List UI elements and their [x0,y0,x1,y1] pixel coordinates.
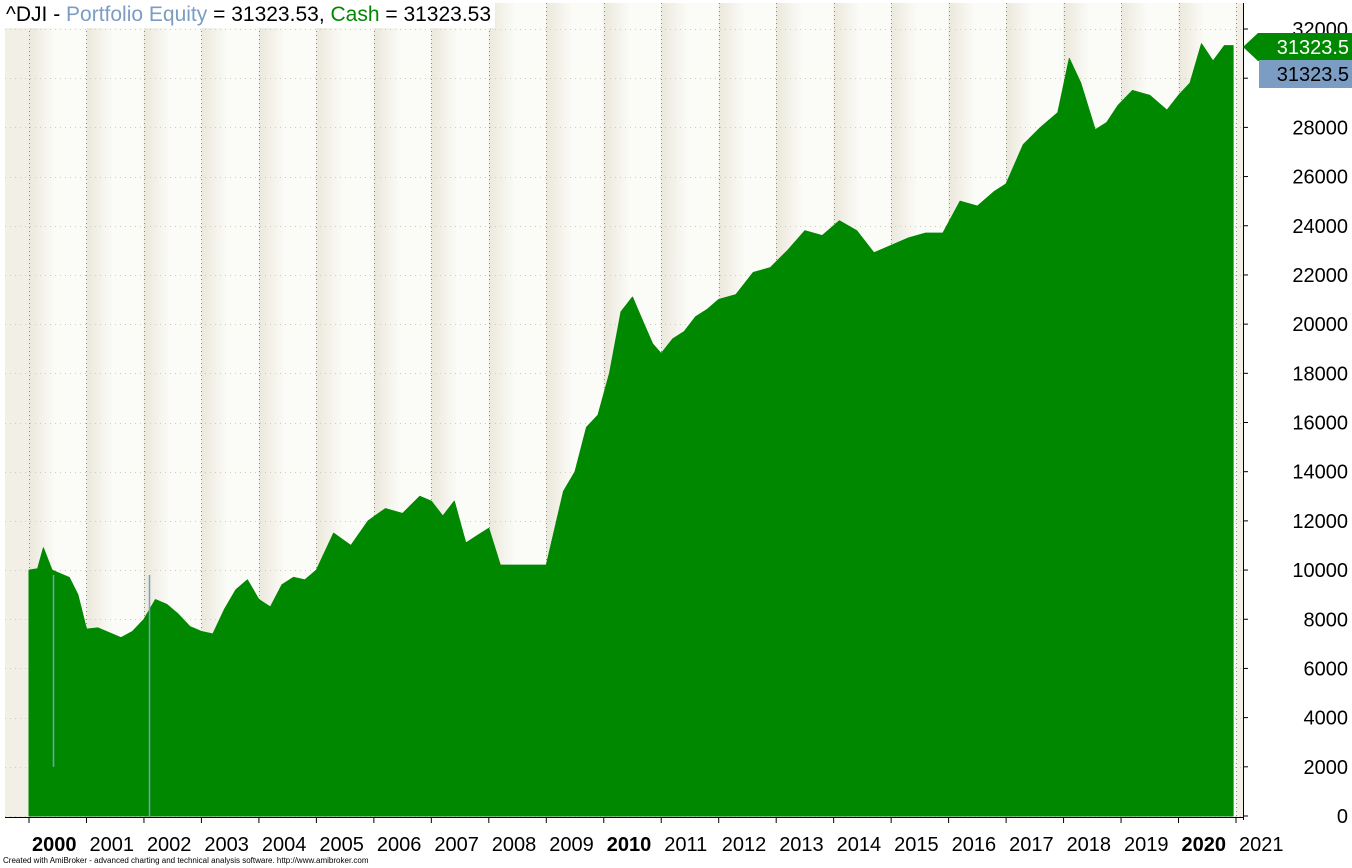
plot-frame [5,3,1244,820]
cash-last-value-tag [1243,33,1352,61]
xtick-label-2018: 2018 [1067,834,1112,856]
equity-last-value-tag [1259,60,1352,88]
title-separator: - [47,3,67,26]
xtick-label-2003: 2003 [204,834,249,856]
ytick-label-6000: 6000 [1304,658,1349,680]
equity-last-value-text: 31323.5 [1277,64,1349,86]
ytick-label-14000: 14000 [1292,462,1348,484]
cash-label: Cash [330,3,380,26]
ytick-label-20000: 20000 [1292,314,1348,336]
xtick-label-2019: 2019 [1124,834,1169,856]
xtick-label-2006: 2006 [377,834,422,856]
xtick-label-2020: 2020 [1182,834,1227,856]
title-comma: , [318,3,331,26]
xtick-label-2000: 2000 [32,834,77,856]
cash-last-value-text: 31323.5 [1277,37,1349,59]
ytick-label-12000: 12000 [1292,511,1348,533]
ytick-label-16000: 16000 [1292,413,1348,435]
symbol-text: ^DJI [6,3,48,26]
ytick-label-18000: 18000 [1292,363,1348,385]
credit-footer: Created with AmiBroker - advanced charti… [3,856,369,865]
cash-area [28,43,1234,817]
xtick-label-2005: 2005 [319,834,364,856]
chart-title: ^DJI - Portfolio Equity = 31323.53, Cash… [4,2,496,28]
xtick-label-2011: 2011 [664,834,707,856]
portfolio-equity-value: 31323.53 [231,3,319,26]
ytick-label-2000: 2000 [1304,757,1349,779]
last-value-labels: 31323.5 31323.5 [1243,33,1352,88]
ytick-label-8000: 8000 [1304,609,1349,631]
ytick-label-28000: 28000 [1292,117,1348,139]
ytick-label-4000: 4000 [1304,708,1349,730]
x-axis: 2000 2001 2002 2003 2004 2005 2006 2007 2008 2009… [28,817,1284,856]
xtick-label-2021: 2021 [1239,834,1284,856]
xtick-label-2013: 2013 [779,834,824,856]
xtick-label-2015: 2015 [894,834,939,856]
cash-value: 31323.53 [403,3,492,26]
ytick-label-22000: 22000 [1292,265,1348,287]
xtick-label-2007: 2007 [434,834,479,856]
cash-area-plot [28,43,1234,817]
ytick-label-0: 0 [1337,806,1348,828]
xtick-label-2008: 2008 [492,834,537,856]
xtick-label-2001: 2001 [89,834,134,856]
ytick-label-24000: 24000 [1292,216,1348,238]
xtick-label-2014: 2014 [837,834,882,856]
ytick-label-10000: 10000 [1292,560,1348,582]
xtick-label-2009: 2009 [549,834,594,856]
equity-equals: = [207,3,232,26]
xtick-label-2002: 2002 [147,834,192,856]
cash-equals: = [379,3,404,26]
xtick-label-2016: 2016 [952,834,997,856]
portfolio-equity-dips [52,574,151,816]
xtick-label-2012: 2012 [722,834,767,856]
xtick-label-2010: 2010 [607,834,652,856]
xtick-label-2017: 2017 [1009,834,1054,856]
ytick-label-26000: 26000 [1292,167,1348,189]
portfolio-equity-label: Portfolio Equity [66,3,208,26]
xtick-label-2004: 2004 [262,834,307,856]
